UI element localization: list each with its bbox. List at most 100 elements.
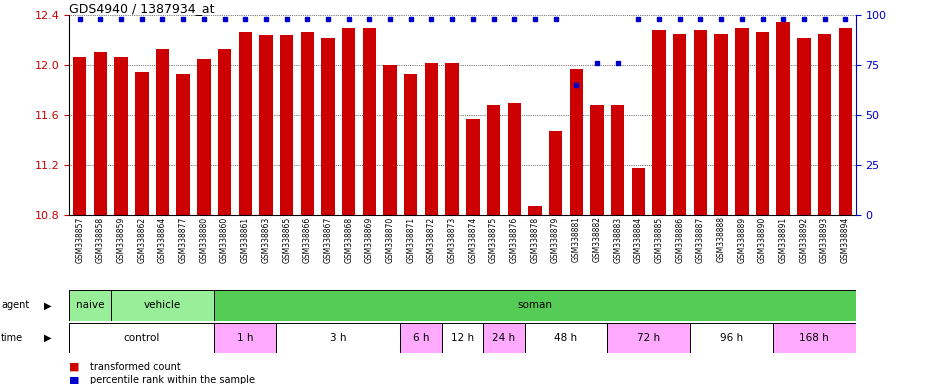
Text: GSM338874: GSM338874: [468, 217, 477, 263]
Text: GSM338871: GSM338871: [406, 217, 415, 263]
Text: GSM338891: GSM338891: [779, 217, 788, 263]
Bar: [608, 323, 690, 353]
Text: GSM338875: GSM338875: [489, 217, 498, 263]
Text: control: control: [124, 333, 160, 343]
Bar: [632, 168, 645, 215]
Text: vehicle: vehicle: [144, 300, 181, 310]
Bar: [694, 30, 708, 215]
Bar: [215, 323, 277, 353]
Bar: [483, 323, 524, 353]
Text: GSM338858: GSM338858: [96, 217, 105, 263]
Text: GSM338869: GSM338869: [364, 217, 374, 263]
Bar: [528, 206, 542, 215]
Bar: [524, 323, 608, 353]
Text: GSM338880: GSM338880: [200, 217, 208, 263]
Bar: [425, 63, 438, 215]
Text: GSM338878: GSM338878: [530, 217, 539, 263]
Text: GSM338859: GSM338859: [117, 217, 126, 263]
Bar: [383, 65, 397, 215]
Bar: [508, 103, 521, 215]
Text: naive: naive: [76, 300, 105, 310]
Text: ▶: ▶: [44, 333, 52, 343]
Bar: [301, 31, 314, 215]
Text: GSM338868: GSM338868: [344, 217, 353, 263]
Bar: [93, 51, 107, 215]
Text: GDS4940 / 1387934_at: GDS4940 / 1387934_at: [69, 2, 215, 15]
Text: GSM338886: GSM338886: [675, 217, 684, 263]
Text: ▶: ▶: [44, 300, 52, 310]
Text: 6 h: 6 h: [413, 333, 429, 343]
Bar: [321, 38, 335, 215]
Bar: [363, 28, 376, 215]
Bar: [570, 69, 583, 215]
Bar: [839, 28, 852, 215]
Bar: [115, 56, 128, 215]
Bar: [280, 35, 293, 215]
Bar: [342, 28, 355, 215]
Text: 48 h: 48 h: [554, 333, 577, 343]
Text: GSM338888: GSM338888: [717, 217, 725, 263]
Bar: [217, 49, 231, 215]
Text: 1 h: 1 h: [237, 333, 253, 343]
Bar: [487, 105, 500, 215]
Text: transformed count: transformed count: [90, 362, 180, 372]
Text: ■: ■: [69, 375, 80, 384]
Text: GSM338889: GSM338889: [737, 217, 746, 263]
Text: GSM338884: GSM338884: [634, 217, 643, 263]
Bar: [69, 323, 215, 353]
Bar: [197, 59, 211, 215]
Text: 24 h: 24 h: [492, 333, 515, 343]
Text: GSM338867: GSM338867: [324, 217, 332, 263]
Bar: [818, 34, 832, 215]
Bar: [773, 323, 856, 353]
Bar: [259, 35, 273, 215]
Text: 72 h: 72 h: [637, 333, 660, 343]
Text: GSM338864: GSM338864: [158, 217, 167, 263]
Text: GSM338879: GSM338879: [551, 217, 561, 263]
Bar: [404, 74, 417, 215]
Text: GSM338865: GSM338865: [282, 217, 291, 263]
Text: GSM338860: GSM338860: [220, 217, 229, 263]
Text: GSM338873: GSM338873: [448, 217, 457, 263]
Text: GSM338872: GSM338872: [427, 217, 436, 263]
Text: time: time: [1, 333, 23, 343]
Text: ■: ■: [69, 362, 80, 372]
Text: GSM338862: GSM338862: [137, 217, 146, 263]
Text: GSM338890: GSM338890: [758, 217, 767, 263]
Bar: [73, 56, 86, 215]
Text: GSM338887: GSM338887: [696, 217, 705, 263]
Bar: [69, 290, 111, 321]
Bar: [673, 34, 686, 215]
Text: percentile rank within the sample: percentile rank within the sample: [90, 375, 254, 384]
Bar: [135, 71, 149, 215]
Bar: [735, 28, 748, 215]
Text: 96 h: 96 h: [720, 333, 743, 343]
Text: 3 h: 3 h: [330, 333, 347, 343]
Bar: [776, 22, 790, 215]
Text: GSM338877: GSM338877: [179, 217, 188, 263]
Text: GSM338882: GSM338882: [593, 217, 601, 263]
Bar: [797, 38, 810, 215]
Text: GSM338881: GSM338881: [572, 217, 581, 263]
Bar: [590, 105, 604, 215]
Text: 168 h: 168 h: [799, 333, 829, 343]
Bar: [239, 31, 252, 215]
Text: GSM338863: GSM338863: [262, 217, 270, 263]
Text: GSM338866: GSM338866: [302, 217, 312, 263]
Bar: [610, 105, 624, 215]
Bar: [401, 323, 442, 353]
Text: GSM338894: GSM338894: [841, 217, 850, 263]
Bar: [177, 74, 190, 215]
Text: soman: soman: [517, 300, 552, 310]
Text: GSM338892: GSM338892: [799, 217, 808, 263]
Bar: [155, 49, 169, 215]
Text: GSM338885: GSM338885: [655, 217, 663, 263]
Text: GSM338857: GSM338857: [75, 217, 84, 263]
Text: GSM338893: GSM338893: [820, 217, 829, 263]
Bar: [111, 290, 215, 321]
Text: GSM338870: GSM338870: [386, 217, 395, 263]
Bar: [714, 34, 728, 215]
Text: GSM338883: GSM338883: [613, 217, 623, 263]
Bar: [652, 30, 666, 215]
Bar: [756, 31, 770, 215]
